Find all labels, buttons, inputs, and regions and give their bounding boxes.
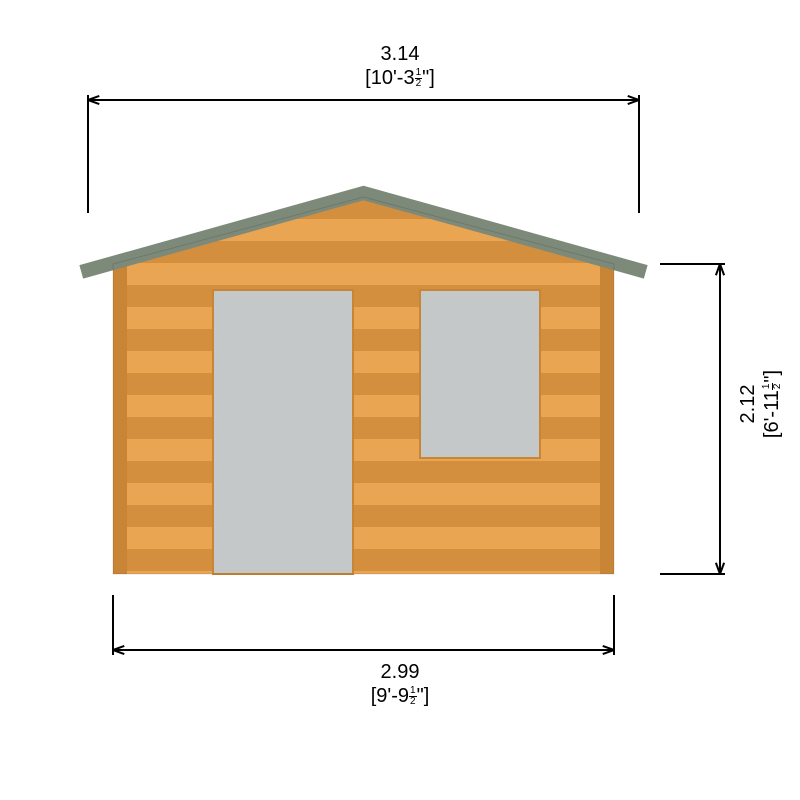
dim-bottom-label: 2.99 [9'-912"] bbox=[0, 660, 800, 708]
dim-right-label: 2.12 [6'-1112"] bbox=[736, 304, 784, 504]
dim-top-label: 3.14 [10'-312"] bbox=[0, 42, 800, 90]
